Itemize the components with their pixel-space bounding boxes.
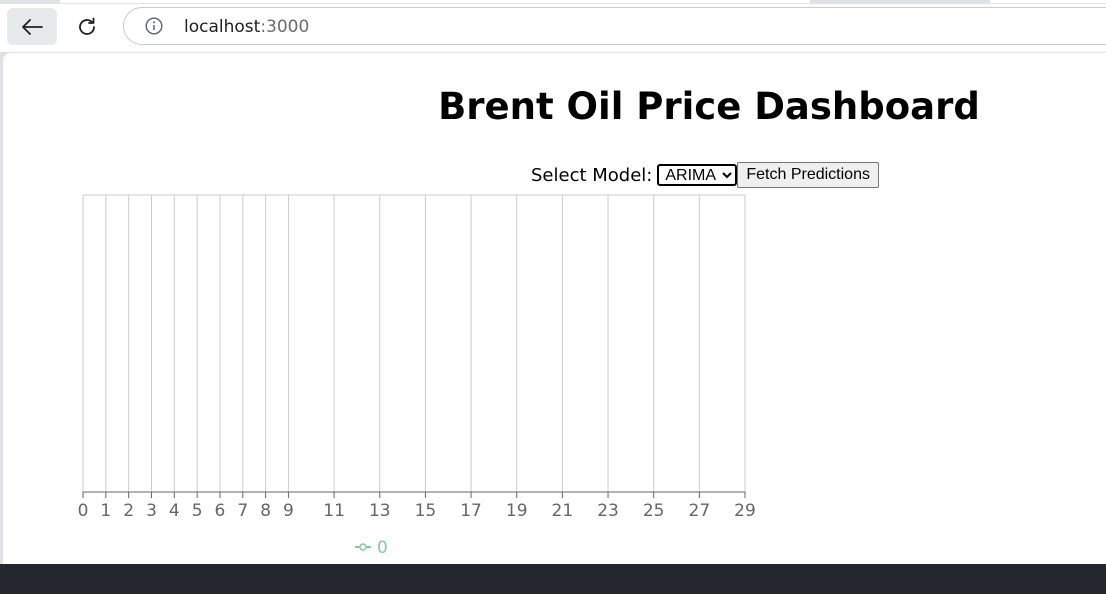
select-model-label: Select Model: [531, 164, 653, 186]
address-bar[interactable]: localhost:3000 [123, 7, 1106, 45]
model-select[interactable]: ARIMA [657, 164, 738, 186]
model-controls: Select Model: ARIMA Fetch Predictions [531, 162, 879, 188]
active-tab-edge [60, 0, 810, 3]
url-port: :3000 [260, 17, 310, 37]
x-tick-label: 2 [123, 501, 134, 521]
reload-icon [79, 17, 95, 35]
x-tick-label: 1 [100, 501, 111, 521]
url-host: localhost [184, 17, 261, 37]
x-tick-label: 25 [643, 501, 665, 521]
x-tick-label: 7 [237, 501, 248, 521]
x-tick-label: 27 [689, 501, 711, 521]
taskbar [0, 564, 1106, 594]
x-tick-label: 4 [169, 501, 180, 521]
fetch-predictions-button[interactable]: Fetch Predictions [737, 162, 879, 188]
reload-button[interactable] [62, 8, 112, 45]
tab-strip [0, 0, 1106, 4]
x-tick-label: 9 [283, 501, 294, 521]
x-tick-label: 5 [192, 501, 203, 521]
legend-marker-icon [359, 543, 367, 551]
back-button[interactable] [7, 8, 57, 45]
x-tick-label: 0 [78, 501, 89, 521]
x-tick-label: 11 [323, 501, 345, 521]
x-tick-label: 13 [369, 501, 391, 521]
x-tick-label: 21 [552, 501, 574, 521]
price-chart: 0 1 2 3 4 5 6 7 8 9 11 13 15 17 19 21 23 25 27 290 [78, 194, 756, 558]
inactive-tab-edge [990, 0, 1106, 3]
legend-series-label: 0 [377, 538, 388, 558]
info-icon[interactable] [145, 17, 163, 35]
x-tick-label: 8 [260, 501, 271, 521]
url-text[interactable]: localhost:3000 [184, 17, 309, 37]
x-tick-label: 15 [415, 501, 437, 521]
x-tick-label: 17 [460, 501, 482, 521]
x-tick-label: 3 [146, 501, 157, 521]
page-title: Brent Oil Price Dashboard [438, 85, 980, 128]
x-tick-label: 6 [215, 501, 226, 521]
page-content: Brent Oil Price Dashboard Select Model: … [3, 53, 1106, 564]
x-tick-label: 29 [734, 501, 756, 521]
browser-toolbar: localhost:3000 [0, 0, 1106, 52]
arrow-left-icon [22, 18, 43, 35]
x-tick-label: 19 [506, 501, 528, 521]
x-tick-label: 23 [597, 501, 619, 521]
